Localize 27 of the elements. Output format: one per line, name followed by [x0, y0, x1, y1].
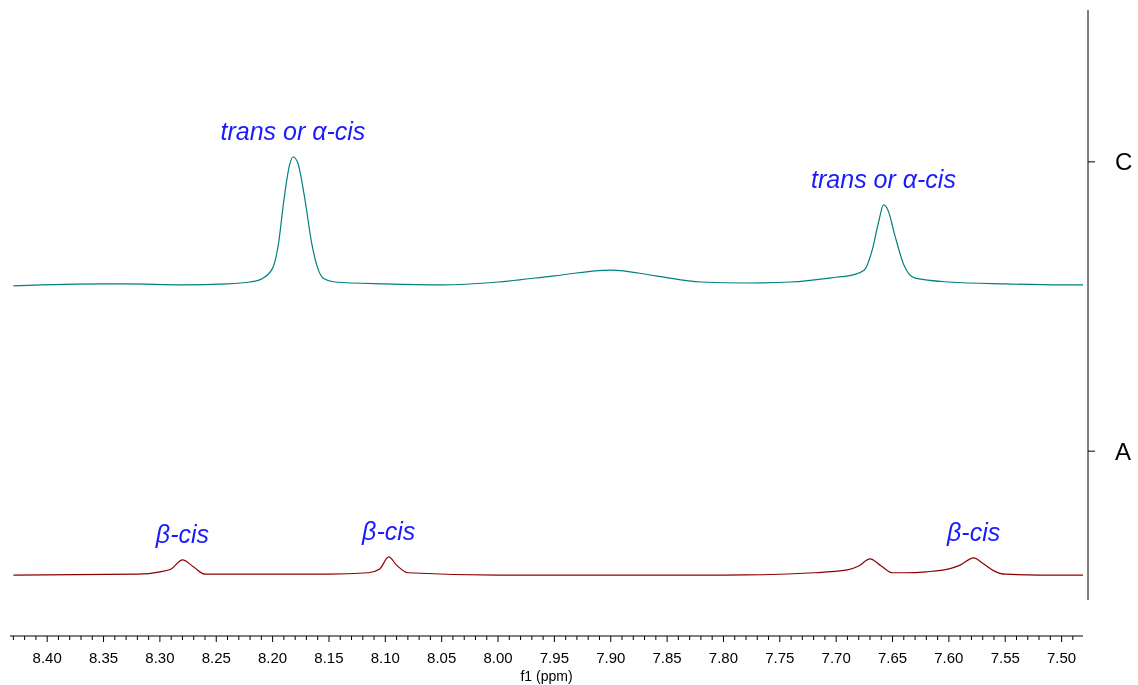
text: C	[1115, 148, 1133, 176]
x-tick-label: 7.65	[877, 649, 908, 666]
annotation: trans or α-cis	[811, 164, 956, 193]
annotation: trans or α-cis	[220, 117, 366, 145]
annotation: β-cis	[361, 516, 416, 545]
x-tick-label: 7.50	[1046, 649, 1077, 666]
x-tick-label: 7.95	[539, 649, 569, 666]
annotation: β-cis	[946, 517, 1001, 546]
x-axis-title: f1 (ppm)	[520, 668, 573, 684]
x-tick-label: 8.00	[483, 649, 513, 666]
x-tick-label: 7.90	[596, 649, 626, 666]
x-tick-label: 7.85	[652, 649, 682, 666]
x-tick-label: 7.55	[990, 649, 1020, 666]
x-tick-label: 8.20	[258, 649, 288, 666]
annotation: β-cis	[154, 519, 210, 548]
x-tick-label: 8.15	[314, 649, 344, 666]
x-tick-label: 8.35	[88, 649, 119, 666]
x-tick-label: 7.60	[934, 649, 964, 666]
x-tick-label: 7.80	[708, 649, 739, 666]
text: A	[1115, 437, 1132, 465]
x-tick-label: 8.30	[145, 649, 175, 666]
x-tick-label: 7.70	[821, 649, 851, 666]
x-tick-label: 8.25	[201, 649, 231, 666]
x-tick-label: 8.10	[370, 649, 400, 666]
x-tick-label: 7.75	[765, 649, 795, 666]
x-tick-label: 8.40	[32, 649, 62, 666]
x-tick-label: 8.05	[427, 649, 457, 666]
